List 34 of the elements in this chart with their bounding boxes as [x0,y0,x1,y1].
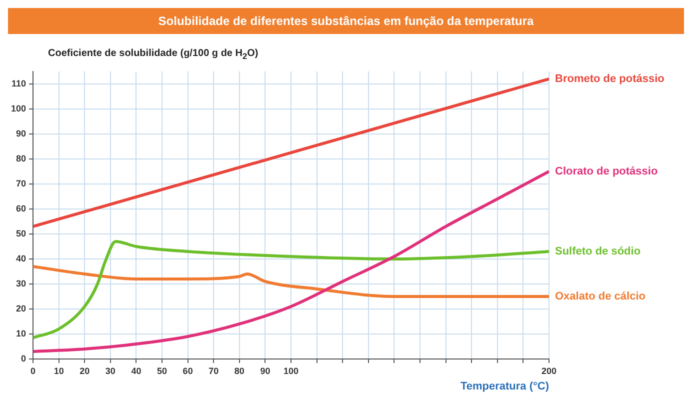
series-label: Oxalato de cálcio [555,290,646,303]
y-tick-label: 10 [16,328,26,338]
chart-title: Solubilidade de diferentes substâncias em função da temperatura [8,8,684,34]
x-tick-label: 50 [157,366,168,376]
y-tick-label: 80 [16,153,26,164]
series-label: Brometo de potássio [555,72,665,85]
x-tick-label: 40 [131,366,142,376]
x-tick-label: 90 [260,366,270,376]
y-tick-label: 90 [16,128,26,138]
y-tick-label: 110 [11,78,26,88]
y-tick-label: 70 [16,178,26,188]
x-tick-label: 30 [105,366,116,376]
x-tick-label: 100 [283,366,299,376]
x-axis-title: Temperatura (°C) [460,380,550,392]
y-tick-label: 30 [16,278,26,288]
series-label: Sulfeto de sódio [555,245,641,258]
x-tick-label: 0 [30,366,36,376]
x-tick-label: 200 [541,366,557,376]
line-series [33,264,549,298]
y-tick-label: 20 [16,303,26,314]
series-label: Clorato de potássio [555,165,658,178]
y-tick-label: 60 [16,203,26,214]
x-tick-label: 20 [80,366,90,376]
y-tick-label: 40 [16,253,26,264]
x-tick-label: 10 [54,366,64,376]
y-tick-label: 50 [16,228,26,238]
x-tick-label: 80 [234,366,244,376]
x-tick-label: 70 [208,366,219,376]
x-tick-label: 60 [182,366,193,376]
y-tick-label: 100 [10,103,26,114]
line-series [33,240,549,340]
y-tick-label: 0 [21,353,26,364]
line-series [33,170,549,353]
y-axis-title: Coeficiente de solubilidade (g/100 g de H$_{2}$O) [47,47,260,63]
